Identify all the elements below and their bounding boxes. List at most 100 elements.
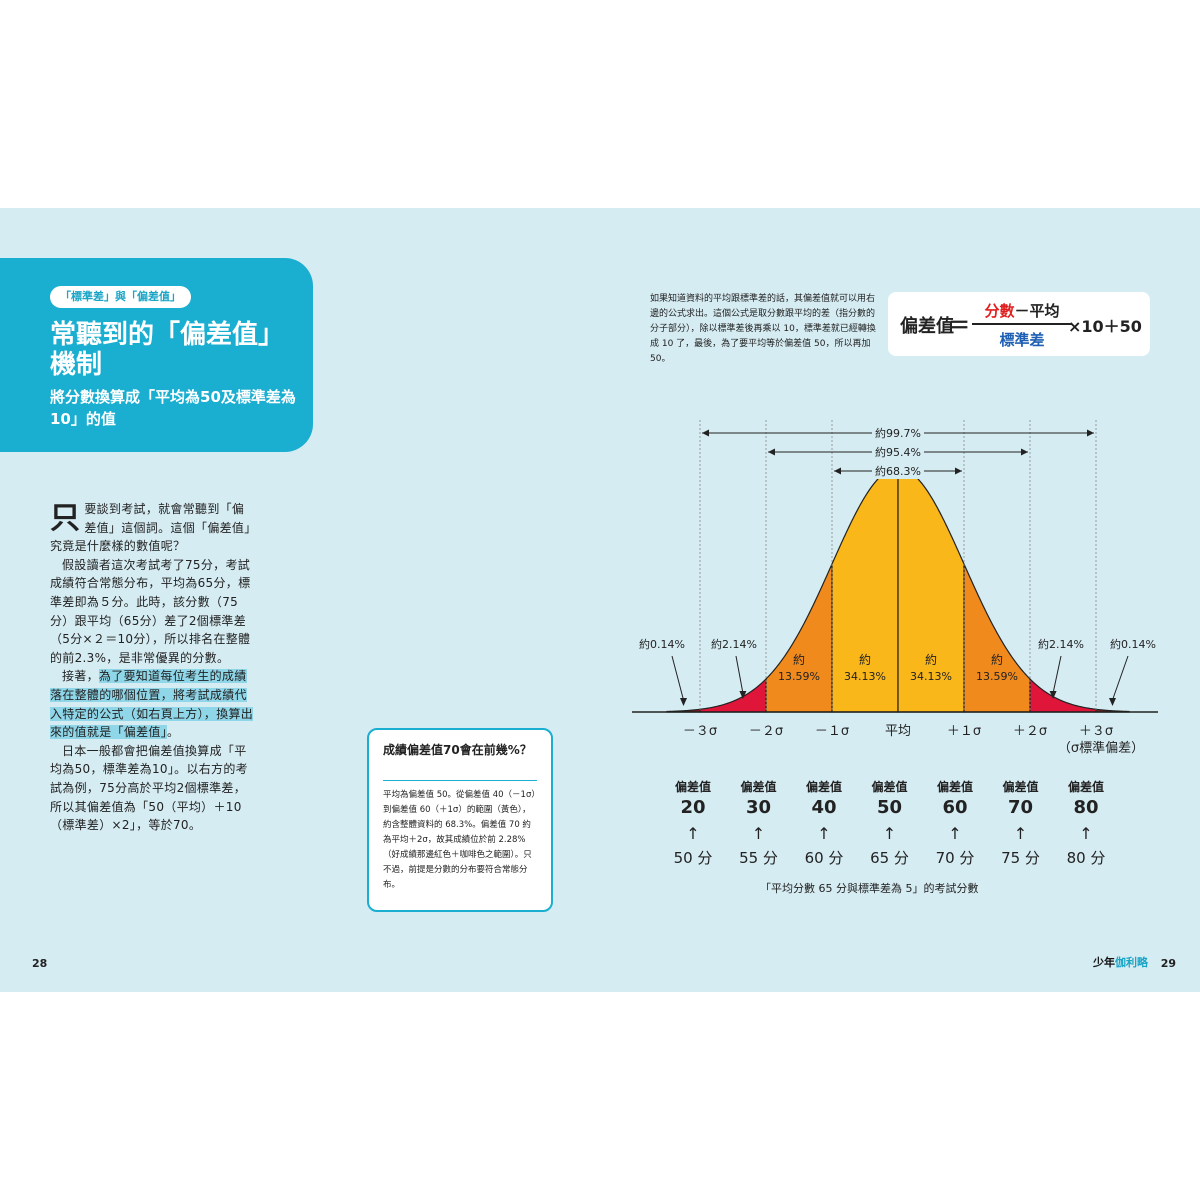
raw-score: 80 分 [1066, 849, 1106, 867]
score-table: 偏差值 20 ↑ 50 分 偏差值 30 ↑ 55 分 偏差值 40 ↑ 60 分 偏差值 50 ↑ 65 分… [668, 778, 1128, 898]
region-label: 約 [859, 652, 871, 667]
score-column: 偏差值 30 ↑ 55 分 [734, 778, 784, 868]
formula-denominator: 標準差 [999, 331, 1045, 349]
region-label: 約0.14% [1110, 637, 1156, 651]
page-title: 常聽到的「偏差值」機制 [50, 320, 285, 380]
pointer-line [735, 655, 744, 694]
score-column: 偏差值 80 ↑ 80 分 [1061, 778, 1111, 868]
body-text: 只要談到考試，就會常聽到「偏差值」這個詞。這個「偏差值」究竟是什麼樣的數值呢？ … [50, 500, 255, 835]
page-subtitle: 將分數換算成「平均為50及標準差為10」的值 [50, 388, 296, 428]
arrowhead-icon [739, 691, 747, 699]
normal-distribution-chart: 約99.7% 約95.4% 約68.3% 約 13.59% 約 34.13% 約 34.13% 約… [632, 420, 1158, 756]
question-body: 平均為偏差值 50。從偏差值 40（－1σ）到偏差值 60（＋1σ）的範圍（黃色… [383, 790, 536, 890]
raw-score: 60 分 [804, 849, 844, 867]
x-tick-label: －２σ [749, 724, 783, 739]
paragraph-2: 假設讀者這次考試考了75分，考試成績符合常態分布，平均為65分，標準差即為５分。… [50, 557, 251, 665]
arrowhead-icon [702, 429, 709, 437]
score-label: 偏差值 [871, 780, 908, 794]
span-label: 約99.7% [875, 426, 921, 440]
region-label: 約2.14% [711, 637, 757, 651]
region-label: 約 [793, 652, 805, 667]
up-arrow-icon: ↑ [686, 824, 700, 843]
region-label: 約2.14% [1038, 637, 1084, 651]
arrowhead-icon [955, 467, 962, 475]
score-label: 偏差值 [936, 780, 973, 794]
distribution-region [1029, 677, 1097, 713]
span-label-bg [872, 444, 924, 460]
pointer-line [671, 655, 684, 701]
arrowhead-icon [680, 698, 687, 706]
x-tick-label: ＋１σ [947, 724, 981, 739]
brand-logo: 少年伽利略 [1093, 956, 1148, 969]
score-caption: 「平均分數 65 分與標準差為 5」的考試分數 [760, 882, 979, 895]
formula-lhs: 偏差值 [900, 316, 954, 337]
region-label: 約0.14% [639, 637, 685, 651]
x-tick-label: ＋２σ [1013, 724, 1047, 739]
score-column: 偏差值 60 ↑ 70 分 [930, 778, 980, 868]
score-label: 偏差值 [1067, 780, 1104, 794]
score-column: 偏差值 20 ↑ 50 分 [668, 778, 718, 868]
span-label: 約68.3% [875, 464, 921, 478]
deviation-value: 30 [745, 797, 772, 818]
formula-rhs: ×10＋50 [1068, 317, 1142, 336]
dropcap: 只 [50, 501, 81, 536]
arrowhead-icon [1021, 448, 1028, 456]
formula-box: 偏差值 ＝ 分數－平均 標準差 ×10＋50 [888, 292, 1150, 356]
region-label: 13.59% [778, 670, 820, 683]
page-number-right: 29 [1160, 957, 1176, 970]
x-axis-note: （σ標準偏差） [1058, 740, 1144, 756]
region-label: 約 [991, 652, 1003, 667]
up-arrow-icon: ↑ [1079, 824, 1093, 843]
pointer-line [1052, 655, 1062, 694]
raw-score: 70 分 [935, 849, 975, 867]
distribution-region [765, 563, 833, 713]
score-label: 偏差值 [1002, 780, 1039, 794]
arrowhead-icon [1049, 691, 1057, 699]
arrowhead-icon [1087, 429, 1094, 437]
region-label: 34.13% [844, 670, 886, 683]
x-tick-label: －１σ [815, 724, 849, 739]
deviation-value: 50 [876, 797, 903, 818]
x-tick-label: 平均 [885, 724, 911, 739]
raw-score: 75 分 [1001, 849, 1040, 867]
x-tick-label: －３σ [683, 724, 717, 739]
deviation-value: 70 [1007, 797, 1034, 818]
span-label-bg [872, 463, 924, 479]
question-title: 成績偏差值70會在前幾%？ [383, 743, 532, 757]
raw-score: 50 分 [673, 849, 713, 867]
raw-score: 55 分 [739, 849, 778, 867]
score-label: 偏差值 [674, 780, 711, 794]
arrowhead-icon [768, 448, 775, 456]
page-number-left: 28 [32, 957, 48, 970]
paragraph-1: 要談到考試，就會常聽到「偏差值」這個詞。這個「偏差值」究竟是什麼樣的數值呢？ [50, 502, 251, 554]
score-label: 偏差值 [805, 780, 842, 794]
deviation-value: 20 [680, 797, 706, 818]
intro-text: 如果知道資料的平均跟標準差的話，其偏差值就可以用右邊的公式求出。這個公式是取分數… [650, 294, 876, 364]
score-label: 偏差值 [740, 780, 777, 794]
topic-tag: 「標準差」與「偏差值」 [50, 286, 191, 308]
up-arrow-icon: ↑ [1013, 824, 1028, 843]
deviation-value: 40 [811, 797, 837, 818]
up-arrow-icon: ↑ [882, 824, 897, 843]
formula-numerator: 分數－平均 [984, 302, 1060, 320]
region-label: 34.13% [910, 670, 952, 683]
formula-equals: ＝ [948, 314, 971, 339]
span-label-bg [872, 425, 924, 441]
arrowhead-icon [834, 467, 841, 475]
paragraph-3: 接著，為了要知道每位考生的成績落在整體的哪個位置，將考試成績代入特定的公式（如右… [50, 669, 254, 740]
distribution-region [963, 563, 1031, 713]
header-banner: 「標準差」與「偏差值」 常聽到的「偏差值」機制 將分數換算成「平均為50及標準差… [0, 258, 313, 452]
score-column: 偏差值 40 ↑ 60 分 [799, 778, 849, 868]
x-tick-label: ＋３σ [1079, 724, 1113, 739]
question-box: 成績偏差值70會在前幾%？ 平均為偏差值 50。從偏差值 40（－1σ）到偏差值… [367, 728, 553, 912]
book-spread: 「標準差」與「偏差值」 常聽到的「偏差值」機制 將分數換算成「平均為50及標準差… [0, 208, 1200, 992]
up-arrow-icon: ↑ [948, 824, 962, 843]
score-column: 偏差值 70 ↑ 75 分 [996, 778, 1046, 868]
region-label: 約 [925, 652, 937, 667]
arrowhead-icon [1109, 698, 1116, 706]
pointer-line [1112, 655, 1129, 701]
up-arrow-icon: ↑ [817, 824, 831, 843]
span-label: 約95.4% [875, 445, 921, 459]
question-divider [383, 780, 537, 781]
distribution-region [699, 677, 767, 713]
